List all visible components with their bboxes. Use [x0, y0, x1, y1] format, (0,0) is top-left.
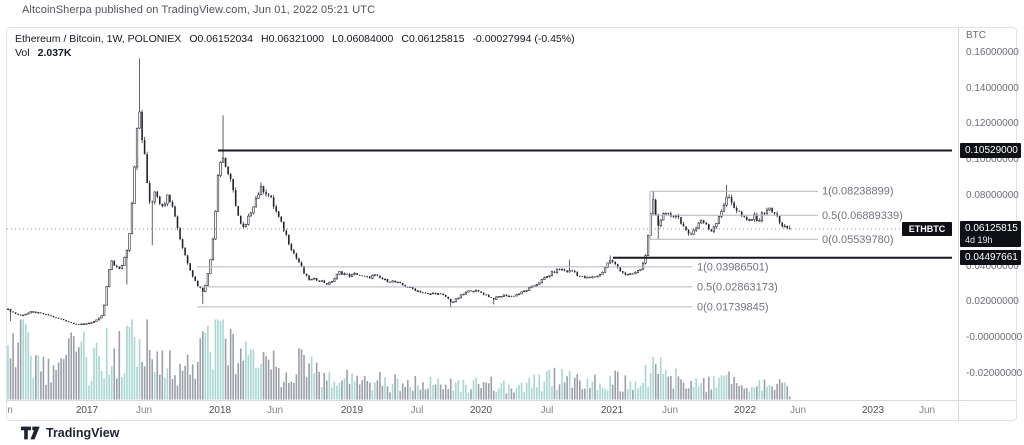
- price-axis-label: -0.00000000: [966, 331, 1023, 343]
- time-axis-label: Jun: [266, 405, 284, 416]
- price-axis-label: 0.02000000: [966, 296, 1019, 308]
- volume-series: [7, 319, 791, 400]
- price-axis-label: -0.02000000: [966, 367, 1023, 379]
- tradingview-logo-link[interactable]: TradingView: [21, 426, 119, 440]
- price-axis-label: 0.10000000: [966, 153, 1019, 165]
- candlestick-series: [7, 58, 791, 325]
- time-axis-label: 2019: [340, 405, 364, 416]
- price-badge: 0.06125815 4d 19h: [960, 221, 1021, 248]
- fib-label: 1(0.03986501): [697, 261, 769, 273]
- time-axis-label: 2021: [600, 405, 624, 416]
- time-axis-label: Jun: [661, 405, 679, 416]
- ohlc-open: O0.06152034: [189, 33, 253, 45]
- price-badge: 0.04497661: [960, 250, 1021, 266]
- fib-label: 0.5(0.06889339): [822, 210, 903, 222]
- time-axis-label: Jul: [540, 405, 554, 416]
- price-axis-label: 0.16000000: [966, 47, 1019, 59]
- axis-separators: [7, 28, 1016, 420]
- time-axis-label: 2023: [861, 405, 885, 416]
- ohlc-high: H0.06321000: [260, 33, 325, 45]
- time-axis-label: 2018: [208, 405, 232, 416]
- time-axis-label: n: [7, 405, 13, 416]
- fib-label: 0(0.05539780): [822, 234, 894, 246]
- symbol-title: Ethereum / Bitcoin, 1W, POLONIEX: [15, 33, 182, 45]
- time-axis-label: Jul: [410, 405, 424, 416]
- ohlc-change: -0.00027994 (-0.45%): [472, 33, 575, 45]
- symbol-legend: Ethereum / Bitcoin, 1W, POLONIEX O0.0615…: [15, 33, 575, 60]
- time-axis-label: Jun: [789, 405, 807, 416]
- price-axis-label: 0.04000000: [966, 260, 1019, 272]
- volume-label: Vol: [15, 47, 30, 59]
- countdown-timer: 4d 19h: [965, 235, 993, 246]
- time-axis-label: 2020: [469, 405, 493, 416]
- time-axis-label: 2017: [75, 405, 99, 416]
- price-axis-unit: BTC: [966, 30, 986, 41]
- ohlc-close: C0.06125815: [401, 33, 465, 45]
- legend-row-volume: Vol 2.037K: [15, 47, 575, 60]
- price-axis-label: 0.14000000: [966, 82, 1019, 94]
- price-axis-label: 0.12000000: [966, 118, 1019, 130]
- price-badge: 0.10529000: [960, 142, 1021, 158]
- tradingview-logo-icon: [21, 426, 40, 440]
- tradingview-logo-text: TradingView: [46, 426, 120, 440]
- chart-widget-frame: [6, 27, 1017, 421]
- volume-value: 2.037K: [37, 47, 72, 59]
- fib-label: 0.5(0.02863173): [697, 281, 778, 293]
- price-axis-label: 0.08000000: [966, 189, 1019, 201]
- symbol-marker-badge: ETHBTC: [902, 222, 952, 236]
- fib-label: 0(0.01739845): [697, 301, 769, 313]
- attribution-link[interactable]: AltcoinSherpa published on TradingView.c…: [22, 4, 376, 16]
- fib-label: 1(0.08238899): [822, 186, 894, 198]
- legend-row-main: Ethereum / Bitcoin, 1W, POLONIEX O0.0615…: [15, 33, 575, 46]
- time-axis-label: 2022: [733, 405, 757, 416]
- time-axis-label: Jun: [918, 405, 936, 416]
- chart-drawings: 1(0.08238899) 0.5(0.06889339) 0(0.05539780…: [7, 149, 952, 313]
- time-axis-label: Jun: [135, 405, 153, 416]
- ohlc-low: L0.06084000: [332, 33, 394, 45]
